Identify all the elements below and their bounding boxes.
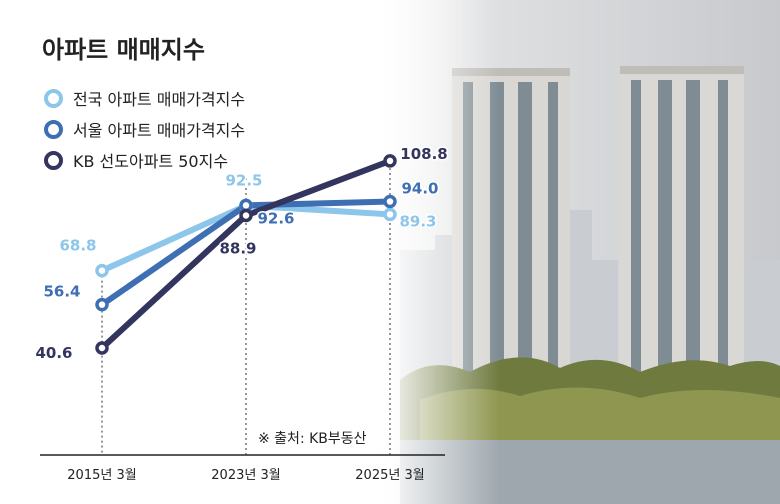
data-point bbox=[95, 341, 109, 355]
legend-item-kb50: KB 선도아파트 50지수 bbox=[44, 148, 228, 172]
legend-label-national: 전국 아파트 매매가격지수 bbox=[73, 90, 246, 109]
data-point bbox=[239, 208, 253, 223]
data-label: 108.8 bbox=[400, 145, 447, 163]
data-label: 94.0 bbox=[401, 180, 438, 198]
data-point bbox=[383, 154, 397, 168]
data-point bbox=[383, 194, 397, 209]
legend-marker-seoul bbox=[44, 119, 63, 139]
data-point bbox=[95, 297, 109, 312]
legend-marker-national bbox=[44, 88, 63, 108]
x-tick-label: 2023년 3월 bbox=[211, 468, 280, 483]
data-label: 92.6 bbox=[257, 209, 294, 227]
x-tick-label: 2025년 3월 bbox=[355, 468, 424, 483]
apartment-tower-right bbox=[620, 66, 744, 378]
chart-title: 아파트 매매지수 bbox=[42, 36, 205, 64]
data-point bbox=[383, 207, 397, 222]
legend-marker-kb50 bbox=[44, 150, 63, 170]
data-label: 68.8 bbox=[59, 237, 96, 255]
legend-label-seoul: 서울 아파트 매매가격지수 bbox=[73, 121, 246, 140]
legend-label-kb50: KB 선도아파트 50지수 bbox=[73, 152, 229, 171]
source-note: ※ 출처: KB부동산 bbox=[258, 431, 367, 447]
x-tick-label: 2015년 3월 bbox=[67, 468, 136, 483]
legend-item-national: 전국 아파트 매매가격지수 bbox=[44, 86, 245, 110]
data-label: 88.9 bbox=[219, 240, 256, 258]
data-label: 92.5 bbox=[225, 172, 262, 190]
data-label: 40.6 bbox=[35, 344, 72, 362]
data-point bbox=[95, 263, 109, 278]
legend-item-seoul: 서울 아파트 매매가격지수 bbox=[44, 117, 245, 141]
data-label: 56.4 bbox=[43, 283, 80, 301]
data-label: 89.3 bbox=[399, 212, 436, 230]
